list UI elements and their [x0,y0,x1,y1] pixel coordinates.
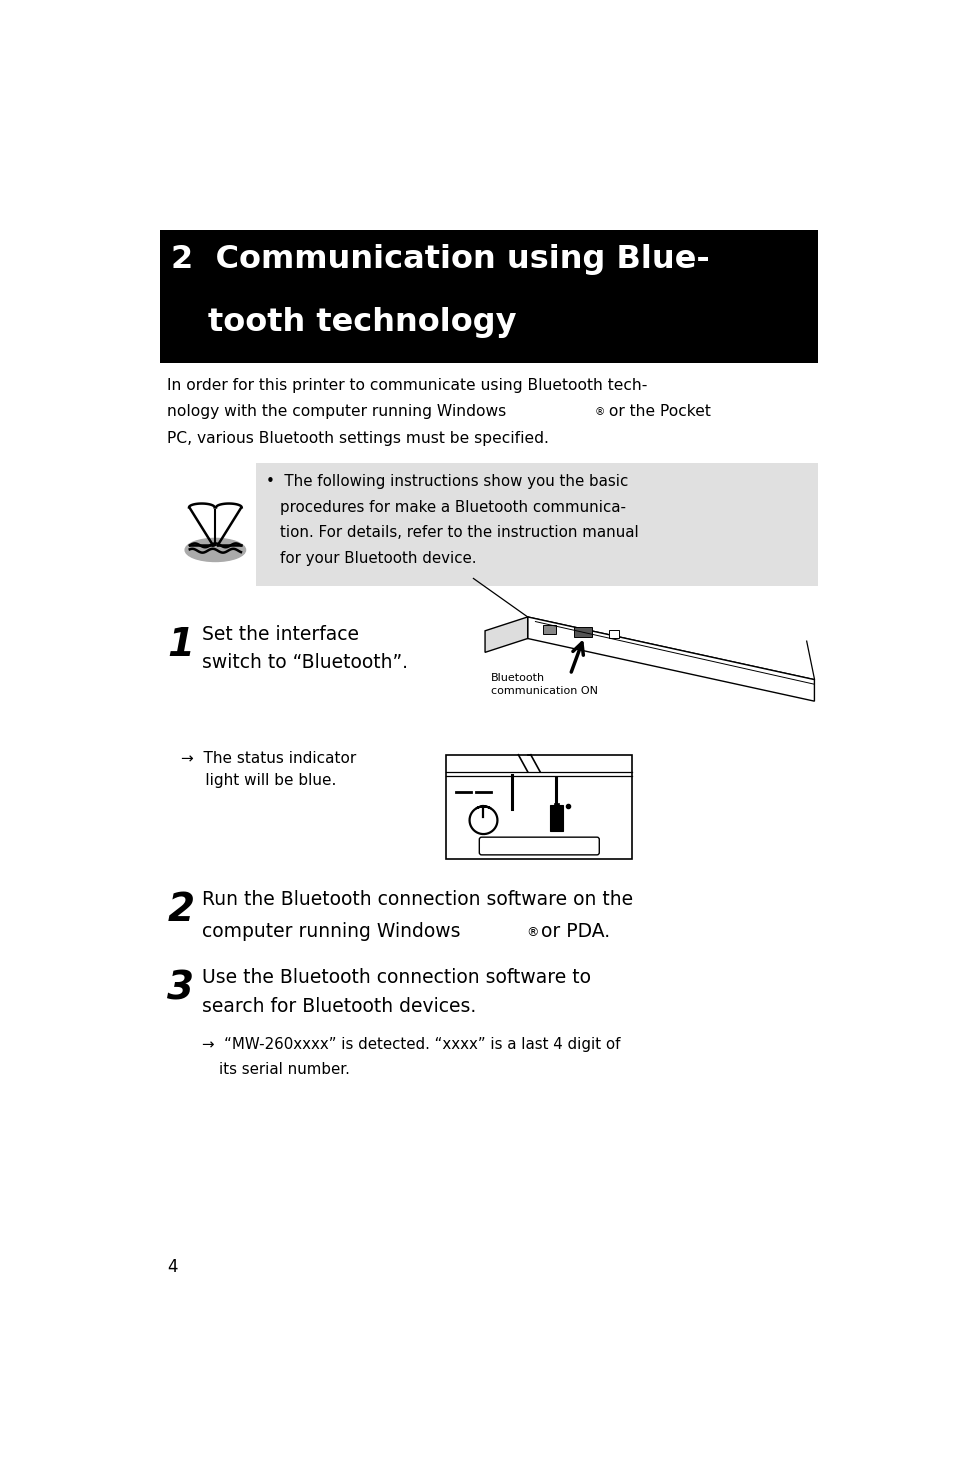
Text: computer running Windows: computer running Windows [202,921,460,940]
FancyBboxPatch shape [608,630,618,637]
Text: or PDA.: or PDA. [535,921,610,940]
Text: its serial number.: its serial number. [219,1061,350,1077]
FancyBboxPatch shape [255,464,818,586]
Text: →  The status indicator
     light will be blue.: → The status indicator light will be blu… [181,751,356,787]
Text: ®: ® [595,407,605,417]
Text: 4: 4 [167,1258,177,1276]
Text: 1: 1 [167,625,194,665]
Text: tooth technology: tooth technology [208,308,516,338]
Text: tion. For details, refer to the instruction manual: tion. For details, refer to the instruct… [280,525,639,541]
Text: •  The following instructions show you the basic: • The following instructions show you th… [266,474,627,490]
Text: nology with the computer running Windows: nology with the computer running Windows [167,404,506,420]
FancyBboxPatch shape [554,802,558,806]
Text: Set the interface
switch to “Bluetooth”.: Set the interface switch to “Bluetooth”. [202,624,408,672]
Text: 2: 2 [167,891,194,929]
Text: Use the Bluetooth connection software to
search for Bluetooth devices.: Use the Bluetooth connection software to… [202,968,591,1016]
FancyBboxPatch shape [446,755,632,859]
Polygon shape [527,617,814,679]
FancyBboxPatch shape [550,805,562,831]
Text: 3: 3 [167,970,194,1007]
Text: or the Pocket: or the Pocket [603,404,710,420]
Text: Run the Bluetooth connection software on the: Run the Bluetooth connection software on… [202,889,633,908]
Ellipse shape [185,538,245,561]
Text: 2  Communication using Blue-: 2 Communication using Blue- [171,245,709,276]
FancyBboxPatch shape [159,230,818,363]
FancyBboxPatch shape [573,627,591,637]
FancyBboxPatch shape [542,625,556,634]
Text: PC, various Bluetooth settings must be specified.: PC, various Bluetooth settings must be s… [167,430,549,446]
Text: →  “MW-260xxxx” is detected. “xxxx” is a last 4 digit of: → “MW-260xxxx” is detected. “xxxx” is a … [202,1037,620,1053]
Text: In order for this printer to communicate using Bluetooth tech-: In order for this printer to communicate… [167,378,647,394]
Text: procedures for make a Bluetooth communica-: procedures for make a Bluetooth communic… [280,500,626,515]
Text: for your Bluetooth device.: for your Bluetooth device. [280,551,476,566]
FancyBboxPatch shape [478,837,598,854]
Polygon shape [484,617,527,652]
Text: Bluetooth
communication ON: Bluetooth communication ON [491,674,598,697]
Polygon shape [527,617,814,701]
Text: ®: ® [525,926,538,939]
